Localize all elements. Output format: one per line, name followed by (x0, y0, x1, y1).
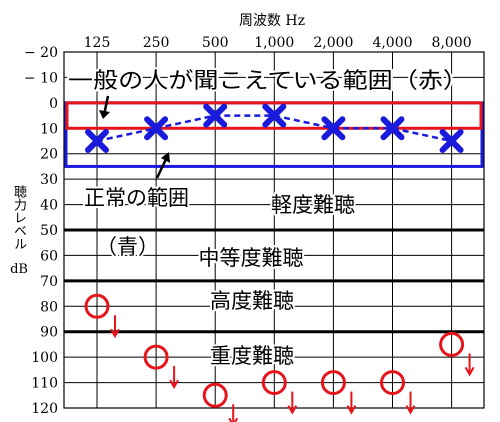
y-tick-label: 60 (40, 248, 58, 264)
y-tick-label: 30 (40, 172, 58, 188)
scaleout-series (84, 293, 475, 422)
x-axis-title: 周波数 Hz (239, 13, 305, 29)
x-tick-label: 2,000 (313, 35, 353, 51)
scaleout-point-o (84, 293, 110, 319)
y-axis-unit: dB (10, 262, 28, 277)
normal-hearing-series (85, 103, 464, 153)
annotation-labels: 一般の人が聞こえている範囲（赤） 正常の範囲 （青） 軽度難聴 中等度難聴 高度… (66, 67, 470, 370)
zone-label-severe: 高度難聴 (210, 289, 294, 313)
band-label-general: 一般の人が聞こえている範囲（赤） (68, 69, 468, 94)
y-tick-label: 100 (31, 350, 58, 366)
label-pointers (99, 95, 170, 179)
x-tick-labels: 125 250 500 1,000 2,000 4,000 8,000 (84, 35, 472, 51)
normal-point-x (439, 129, 464, 153)
scaleout-arrow-head (228, 417, 239, 422)
scaleout-arrow-head (110, 328, 120, 339)
y-tick-label: 10 (40, 121, 58, 137)
y-tick-label: − 10 (24, 70, 58, 86)
scaleout-point-o (439, 331, 465, 357)
x-tick-label: 1,000 (254, 35, 294, 51)
pointer-arrow-normal (155, 156, 169, 179)
y-tick-label: 70 (40, 274, 58, 290)
y-tick-label: 80 (40, 299, 58, 315)
scaleout-arrow-head (405, 405, 416, 415)
normal-point-x (380, 116, 405, 141)
general-range-band (65, 101, 483, 130)
x-tick-label: 8,000 (432, 35, 472, 51)
x-tick-label: 4,000 (372, 35, 412, 51)
grid (63, 51, 485, 409)
scaleout-arrow-head (169, 379, 179, 390)
normal-point-x (262, 103, 287, 128)
pointer-arrowhead-general (99, 110, 110, 119)
normal-point-x (144, 116, 169, 141)
zone-label-moderate: 中等度難聴 (199, 246, 304, 270)
y-tick-label: 50 (40, 223, 58, 239)
scaleout-arrow-head (346, 405, 357, 415)
scaleout-arrow-head (287, 405, 298, 415)
y-tick-label: − 20 (24, 45, 58, 61)
y-tick-label: 90 (40, 325, 58, 341)
band-label-normal: 正常の範囲 (84, 186, 189, 210)
pointer-arrowhead-normal (161, 152, 170, 163)
range-bands (64, 101, 484, 168)
y-tick-label: 110 (31, 376, 58, 392)
normal-point-x (203, 103, 228, 128)
y-tick-label: 20 (40, 147, 58, 163)
normal-point-x (321, 116, 346, 141)
y-tick-label: 0 (49, 96, 58, 112)
scaleout-point-o (143, 344, 169, 370)
zone-label-mild: 軽度難聴 (271, 193, 355, 217)
plot-frame (63, 51, 485, 409)
x-tick-label: 125 (84, 35, 111, 51)
scaleout-point-o (261, 370, 287, 396)
y-tick-label: 40 (40, 198, 58, 214)
normal-point-x (85, 129, 109, 153)
x-tick-label: 250 (143, 35, 170, 51)
scaleout-point-o (202, 382, 228, 408)
scaleout-arrow-head (464, 366, 475, 377)
y-tick-labels: − 20 − 10 0 10 20 30 40 50 60 70 80 90 100 110 120 (24, 45, 58, 417)
scaleout-point-o (320, 370, 346, 396)
zone-label-profound: 重度難聴 (210, 344, 294, 368)
scaleout-point-o (380, 370, 405, 396)
y-axis-title: 聴力レベル (11, 185, 26, 250)
x-tick-label: 500 (202, 35, 229, 51)
y-tick-label: 120 (31, 401, 58, 417)
band-label-normal-sub: （青） (96, 235, 159, 259)
